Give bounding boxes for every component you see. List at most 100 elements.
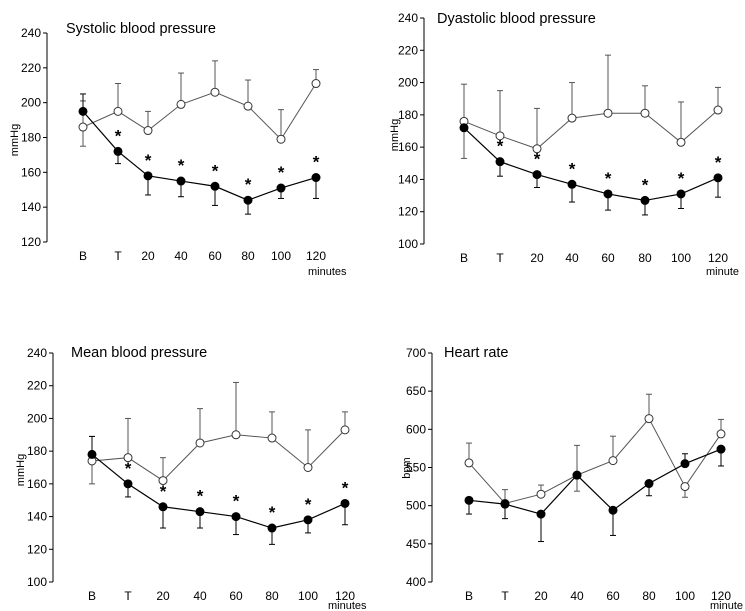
data-point-open	[267, 433, 277, 443]
y-tick-label: 700	[406, 346, 426, 360]
x-tick-label: B	[79, 249, 87, 263]
x-tick-label: 120	[306, 249, 326, 263]
x-tick-label: 20	[534, 589, 548, 603]
x-tick-label: 40	[570, 589, 584, 603]
data-point-filled	[210, 181, 220, 191]
y-tick-label: 400	[406, 575, 426, 589]
y-axis-label: mmHg	[15, 454, 27, 486]
significance-marker: *	[278, 163, 285, 182]
data-point-open	[464, 458, 474, 468]
x-tick-label: T	[124, 589, 132, 603]
x-tick-label: 120	[711, 589, 731, 603]
data-point-open	[113, 106, 123, 116]
y-tick-label: 600	[406, 422, 426, 436]
x-tick-label: T	[114, 249, 122, 263]
data-point-open	[603, 108, 613, 118]
x-tick-label: 60	[208, 249, 222, 263]
y-tick-label: 240	[398, 11, 418, 25]
x-tick-label: 100	[675, 589, 695, 603]
data-point-open	[608, 456, 618, 466]
series-line-filled	[91, 453, 346, 529]
y-tick-label: 100	[27, 575, 47, 589]
data-point-filled	[87, 449, 97, 459]
y-tick-label: 240	[21, 26, 41, 40]
significance-marker: *	[233, 492, 240, 511]
significance-marker: *	[313, 153, 320, 172]
x-tick-label: 120	[708, 251, 728, 265]
significance-marker: *	[115, 126, 122, 145]
significance-marker: *	[212, 161, 219, 180]
x-tick-label: 80	[265, 589, 279, 603]
data-point-filled	[143, 171, 153, 181]
y-tick-label: 650	[406, 384, 426, 398]
y-tick-label: 140	[21, 200, 41, 214]
data-point-filled	[640, 195, 650, 205]
significance-marker: *	[160, 482, 167, 501]
y-tick-label: 500	[406, 499, 426, 513]
y-tick-label: 140	[398, 172, 418, 186]
data-point-filled	[195, 507, 205, 517]
significance-marker: *	[197, 487, 204, 506]
data-point-open	[340, 425, 350, 435]
y-axis-label: bpm	[401, 457, 413, 478]
x-tick-label: 60	[229, 589, 243, 603]
data-point-open	[713, 105, 723, 115]
y-tick-label: 240	[27, 346, 47, 360]
data-point-filled	[311, 173, 321, 183]
series-line-open	[91, 429, 346, 482]
data-point-filled	[267, 523, 277, 533]
data-point-open	[536, 489, 546, 499]
x-tick-label: 80	[241, 249, 255, 263]
y-tick-label: 180	[398, 108, 418, 122]
x-unit-label: minutes	[328, 600, 367, 611]
x-tick-label: 80	[642, 589, 656, 603]
significance-marker: *	[342, 478, 349, 497]
data-point-filled	[608, 505, 618, 515]
data-point-filled	[459, 123, 469, 133]
data-point-filled	[158, 502, 168, 512]
y-axis-label: mmHg	[9, 124, 21, 156]
significance-marker: *	[497, 137, 504, 156]
panel-title: Dyastolic blood pressure	[437, 11, 596, 27]
y-tick-label: 180	[21, 131, 41, 145]
data-point-open	[303, 463, 313, 472]
y-tick-label: 180	[27, 444, 47, 458]
y-tick-label: 200	[21, 96, 41, 110]
significance-marker: *	[125, 459, 132, 478]
data-point-filled	[231, 512, 241, 522]
significance-marker: *	[269, 503, 276, 522]
data-point-open	[195, 438, 205, 448]
x-tick-label: 120	[335, 589, 355, 603]
x-tick-label: 60	[606, 589, 620, 603]
significance-marker: *	[569, 159, 576, 178]
data-point-filled	[603, 189, 613, 199]
significance-marker: *	[305, 495, 312, 514]
data-point-open	[123, 453, 133, 463]
data-point-filled	[567, 179, 577, 189]
data-point-open	[276, 134, 286, 144]
significance-marker: *	[715, 153, 722, 172]
data-point-filled	[676, 189, 686, 199]
significance-marker: *	[534, 150, 541, 169]
x-tick-label: 100	[671, 251, 691, 265]
x-tick-label: 100	[271, 249, 291, 263]
x-tick-label: T	[496, 251, 504, 265]
x-tick-label: 40	[565, 251, 579, 265]
data-point-open	[243, 101, 253, 111]
data-point-open	[311, 79, 321, 89]
data-point-filled	[532, 170, 542, 180]
y-tick-label: 160	[398, 140, 418, 154]
series-line-filled	[468, 448, 722, 515]
y-tick-label: 120	[27, 542, 47, 556]
significance-marker: *	[678, 169, 685, 188]
data-point-open	[644, 414, 654, 424]
significance-marker: *	[642, 175, 649, 194]
y-tick-label: 120	[398, 205, 418, 219]
x-tick-label: 20	[141, 249, 155, 263]
y-tick-label: 450	[406, 537, 426, 551]
x-unit-label: minute	[706, 266, 739, 278]
data-point-filled	[276, 183, 286, 193]
series-line-open	[468, 417, 722, 504]
x-tick-label: T	[501, 589, 509, 603]
y-tick-label: 200	[27, 411, 47, 425]
